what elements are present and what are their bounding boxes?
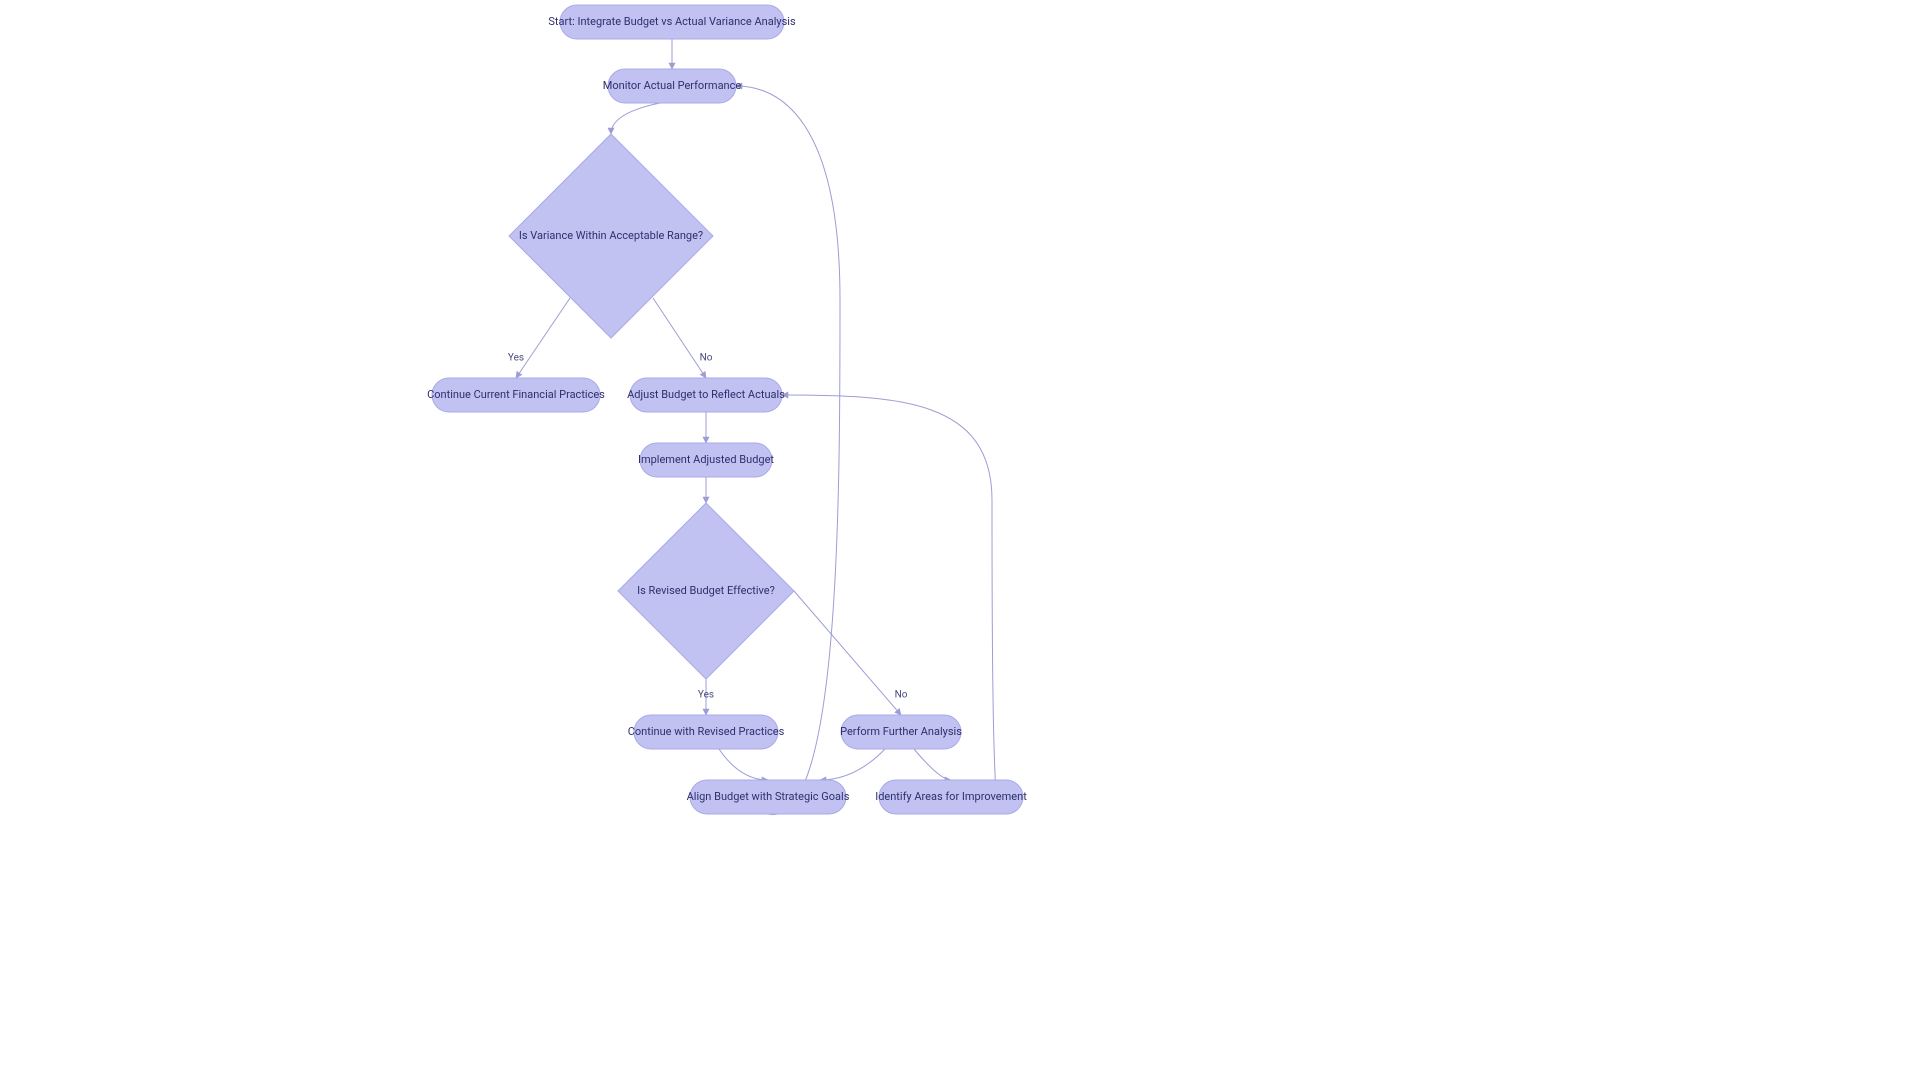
node-label-perform: Perform Further Analysis [840, 725, 962, 738]
node-label-dec1: Is Variance Within Acceptable Range? [519, 229, 703, 242]
node-identify: Identify Areas for Improvement [875, 780, 1027, 814]
node-label-cont2: Continue with Revised Practices [628, 725, 785, 738]
node-cont1: Continue Current Financial Practices [427, 378, 605, 412]
node-dec1: Is Variance Within Acceptable Range? [509, 134, 713, 338]
node-label-identify: Identify Areas for Improvement [875, 790, 1027, 803]
edge-perform-to-identify [914, 749, 951, 780]
node-label-start: Start: Integrate Budget vs Actual Varian… [548, 15, 796, 28]
node-label-cont1: Continue Current Financial Practices [427, 388, 605, 401]
edge-label-yes: Yes [508, 353, 524, 364]
node-perform: Perform Further Analysis [840, 715, 962, 749]
node-monitor: Monitor Actual Performance [603, 69, 742, 103]
node-start: Start: Integrate Budget vs Actual Varian… [548, 5, 796, 39]
node-label-dec2: Is Revised Budget Effective? [637, 584, 775, 597]
edge-dec1-to-cont1 [516, 298, 570, 378]
edge-dec1-to-adjust [653, 298, 706, 378]
edge-label-no: No [700, 353, 713, 364]
node-adjust: Adjust Budget to Reflect Actuals [627, 378, 785, 412]
node-align: Align Budget with Strategic Goals [687, 780, 850, 814]
edge-cont2-to-align [719, 749, 768, 780]
node-label-impl: Implement Adjusted Budget [638, 453, 774, 466]
edge-label-yes: Yes [698, 690, 714, 701]
node-dec2: Is Revised Budget Effective? [618, 503, 794, 679]
node-cont2: Continue with Revised Practices [628, 715, 785, 749]
node-label-monitor: Monitor Actual Performance [603, 79, 742, 92]
node-impl: Implement Adjusted Budget [638, 443, 774, 477]
edge-label-no: No [895, 690, 908, 701]
edge-perform-to-align [820, 749, 885, 780]
node-label-align: Align Budget with Strategic Goals [687, 790, 850, 803]
edge-dec2-to-perform [794, 591, 901, 715]
node-label-adjust: Adjust Budget to Reflect Actuals [627, 388, 785, 401]
flowchart-canvas: Yes No Yes No Start: Integrate Budget vs Act… [0, 0, 1920, 1080]
edge-monitor-to-dec1 [611, 103, 660, 134]
